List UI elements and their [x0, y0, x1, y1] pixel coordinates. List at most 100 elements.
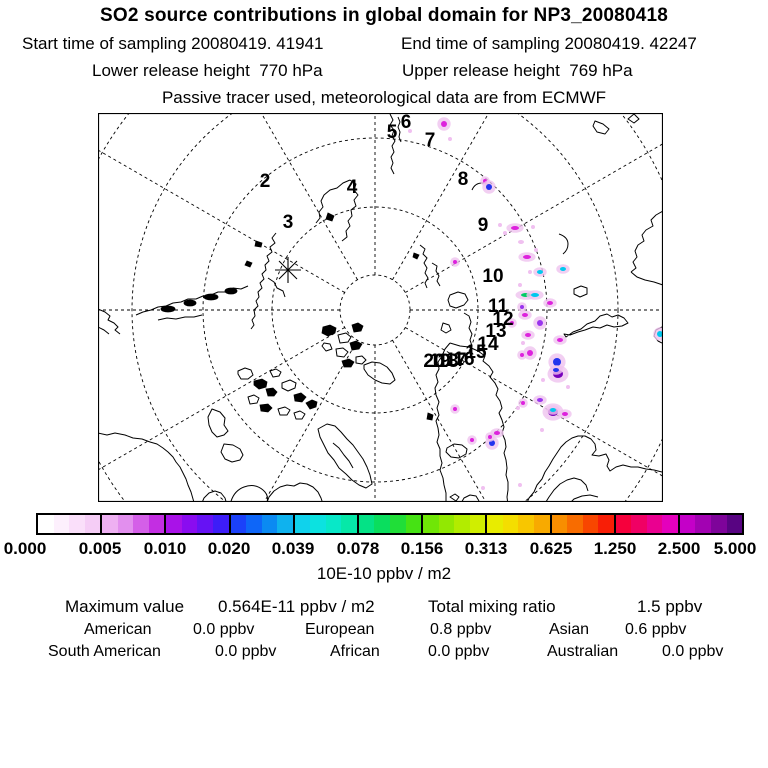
concentration-blob [521, 341, 525, 345]
concentration-blob [560, 267, 566, 271]
concentration-blob [520, 353, 524, 357]
colorbar-cell [117, 515, 134, 533]
concentration-blob [498, 223, 502, 227]
concentration-blob [541, 378, 545, 382]
colorbar-cell [646, 515, 663, 533]
source-stat-field: 0.0 ppbv [428, 643, 490, 660]
concentration-blob [494, 431, 500, 435]
concentration-blob [522, 313, 528, 317]
stat-field: 1.5 ppbv [637, 597, 703, 616]
colorbar-cell [228, 515, 247, 533]
colorbar-cell [567, 515, 583, 533]
trajectory-label: 18 [437, 351, 458, 372]
concentration-blob [537, 398, 543, 402]
colorbar-cell [277, 515, 293, 533]
colorbar-cell [133, 515, 149, 533]
colorbar-cell [53, 515, 70, 533]
colorbar [36, 513, 744, 535]
concentration-blob [518, 240, 524, 244]
concentration-blob [481, 486, 485, 490]
concentration-blob [531, 293, 539, 297]
colorbar-cell [710, 515, 727, 533]
concentration-blob [527, 350, 533, 356]
source-stat-field: 0.6 ppbv [625, 621, 687, 638]
concentration-blob [534, 248, 538, 252]
concentration-blob [537, 320, 543, 326]
concentration-blob [540, 428, 544, 432]
release-heights-line: Lower release height 770 hPa Upper releas… [0, 61, 768, 81]
trajectory-label: 4 [347, 177, 358, 198]
colorbar-cell [356, 515, 375, 533]
concentration-blob [566, 385, 570, 389]
concentration-blob [547, 301, 553, 305]
source-stat-field: 0.8 ppbv [430, 621, 492, 638]
source-stat-field: American [84, 621, 152, 638]
source-stat-field: 0.0 ppbv [662, 643, 724, 660]
stat-field: Total mixing ratio [428, 597, 556, 616]
colorbar-cell [421, 515, 439, 533]
concentration-blob [657, 331, 662, 337]
colorbar-cell [374, 515, 391, 533]
colorbar-cell [454, 515, 470, 533]
colorbar-cell [502, 515, 519, 533]
colorbar-cell [485, 515, 503, 533]
colorbar-cell [38, 515, 54, 533]
colorbar-cell [292, 515, 311, 533]
concentration-blob [448, 137, 452, 141]
concentration-blob [518, 283, 522, 287]
source-stat-field: South American [48, 643, 161, 660]
colorbar-cell [341, 515, 357, 533]
colorbar-cell [533, 515, 550, 533]
polar-map: 2 3 4 5 6 7 8 9 10 11 12 13 14 15 16 17 18 19 20 [97, 112, 664, 503]
concentration-blob [453, 260, 457, 264]
trajectory-label: 7 [425, 130, 436, 151]
concentration-blob [528, 270, 532, 274]
trajectory-label: 6 [401, 113, 412, 133]
stat-field: Maximum value [65, 597, 185, 616]
source-stat-field: Asian [549, 621, 590, 638]
colorbar-tick: 5.000 [713, 539, 757, 558]
graticule [99, 114, 662, 501]
colorbar-tick: 0.625 [529, 539, 573, 558]
concentration-blobs [408, 117, 662, 490]
concentration-blob [510, 321, 514, 325]
colorbar-cell [631, 515, 647, 533]
concentration-blob [523, 255, 531, 259]
colorbar-cell [325, 515, 342, 533]
trajectory-label: 16 [453, 349, 474, 370]
colorbar-cell [518, 515, 534, 533]
source-stat-field: 0.0 ppbv [193, 621, 255, 638]
trajectory-label: 15 [465, 342, 487, 363]
colorbar-tick: 0.010 [143, 539, 187, 558]
concentration-blob [503, 231, 507, 235]
concentration-blob [557, 338, 563, 342]
release-height-field: Lower release height 770 hPa [92, 61, 323, 80]
colorbar-cell [310, 515, 326, 533]
concentration-blob [518, 483, 522, 487]
colorbar-cell [261, 515, 278, 533]
colorbar-cell [613, 515, 632, 533]
colorbar-cell [181, 515, 198, 533]
colorbar-cell [549, 515, 568, 533]
plot-title: SO2 source contributions in global domai… [99, 5, 669, 26]
colorbar-cell [100, 515, 118, 533]
colorbar-tick: 0.039 [271, 539, 315, 558]
map-border [97, 112, 664, 503]
colorbar-tick: 0.000 [3, 539, 47, 558]
source-stat-field: African [330, 643, 380, 660]
colorbar-cell [197, 515, 214, 533]
colorbar-cell [469, 515, 486, 533]
release-location-marker [275, 257, 301, 283]
colorbar-cell [677, 515, 696, 533]
concentration-blob [511, 226, 519, 230]
source-stat-field: European [305, 621, 375, 638]
trajectory-label: 12 [492, 309, 513, 330]
source-contribution-row-1: American 0.0 ppbv European 0.8 ppbv Asian 0.6… [0, 621, 768, 641]
colorbar-tick: 0.005 [78, 539, 122, 558]
concentration-blob [562, 412, 568, 416]
concentration-blob [470, 438, 474, 442]
colorbar-cell [246, 515, 262, 533]
tracer-info-line: Passive tracer used, meteorological data… [161, 88, 607, 107]
colorbar-cell [213, 515, 229, 533]
